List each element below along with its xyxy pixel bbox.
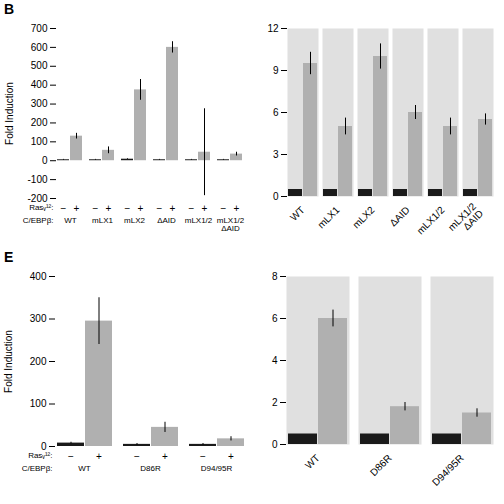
- svg-text:D94/95R: D94/95R: [430, 452, 466, 488]
- svg-text:ΔAID: ΔAID: [157, 216, 176, 225]
- svg-text:Rasᵥ¹²:: Rasᵥ¹²:: [28, 451, 52, 460]
- svg-text:−: −: [93, 203, 99, 214]
- svg-text:mLX1/2ΔAID: mLX1/2ΔAID: [217, 216, 245, 233]
- svg-text:C/EBPβ:: C/EBPβ:: [23, 216, 54, 225]
- svg-text:400: 400: [31, 79, 48, 90]
- svg-text:0: 0: [42, 155, 48, 166]
- svg-text:+: +: [74, 203, 80, 214]
- svg-text:−: −: [134, 451, 140, 462]
- svg-text:0: 0: [273, 191, 279, 202]
- svg-text:-100: -100: [27, 174, 47, 185]
- svg-text:200: 200: [31, 117, 48, 128]
- svg-text:mLX1: mLX1: [315, 204, 342, 231]
- svg-text:C/EBPβ:: C/EBPβ:: [22, 464, 53, 473]
- svg-text:+: +: [228, 451, 234, 462]
- svg-text:+: +: [170, 203, 176, 214]
- svg-text:200: 200: [30, 356, 47, 367]
- svg-text:0: 0: [41, 441, 47, 452]
- svg-text:500: 500: [31, 60, 48, 71]
- svg-text:ΔAID: ΔAID: [387, 204, 411, 228]
- svg-text:+: +: [138, 203, 144, 214]
- svg-text:3: 3: [273, 149, 279, 160]
- svg-text:12: 12: [267, 23, 279, 34]
- svg-text:300: 300: [30, 313, 47, 324]
- svg-text:6: 6: [272, 313, 278, 324]
- svg-text:WT: WT: [303, 452, 322, 471]
- svg-text:−: −: [61, 203, 67, 214]
- svg-text:WT: WT: [64, 216, 77, 225]
- svg-text:100: 100: [31, 136, 48, 147]
- svg-text:6: 6: [273, 107, 279, 118]
- svg-text:mLX1/2: mLX1/2: [415, 204, 447, 236]
- svg-text:mLX2: mLX2: [350, 204, 377, 231]
- svg-text:−: −: [68, 451, 74, 462]
- svg-text:+: +: [162, 451, 168, 462]
- svg-text:+: +: [106, 203, 112, 214]
- svg-text:WT: WT: [288, 204, 307, 223]
- svg-text:Fold Induction: Fold Induction: [3, 330, 14, 393]
- svg-text:−: −: [189, 203, 195, 214]
- svg-text:-200: -200: [27, 193, 47, 204]
- html-text:E: E: [4, 249, 14, 265]
- svg-text:+: +: [202, 203, 208, 214]
- svg-text:D86R: D86R: [368, 452, 394, 478]
- svg-text:mLX2: mLX2: [124, 216, 145, 225]
- svg-text:100: 100: [30, 398, 47, 409]
- svg-text:mLX1: mLX1: [92, 216, 113, 225]
- svg-text:300: 300: [31, 98, 48, 109]
- svg-text:mLX1/2: mLX1/2: [185, 216, 213, 225]
- svg-text:4: 4: [272, 355, 278, 366]
- svg-text:600: 600: [31, 42, 48, 53]
- svg-text:+: +: [234, 203, 240, 214]
- svg-text:−: −: [125, 203, 131, 214]
- svg-text:Fold Induction: Fold Induction: [4, 82, 15, 145]
- svg-text:8: 8: [272, 271, 278, 282]
- svg-text:WT: WT: [78, 464, 91, 473]
- svg-text:0: 0: [272, 439, 278, 450]
- svg-text:−: −: [157, 203, 163, 214]
- svg-text:D94/95R: D94/95R: [201, 464, 233, 473]
- svg-text:2: 2: [272, 397, 278, 408]
- svg-text:−: −: [221, 203, 227, 214]
- svg-text:D86R: D86R: [140, 464, 161, 473]
- svg-text:−: −: [200, 451, 206, 462]
- html-text:B: B: [4, 1, 15, 17]
- svg-text:Rasᵥ¹²:: Rasᵥ¹²:: [29, 203, 53, 212]
- svg-text:700: 700: [31, 23, 48, 34]
- svg-text:400: 400: [30, 271, 47, 282]
- svg-text:mLX1/2ΔAID: mLX1/2ΔAID: [446, 200, 486, 240]
- svg-text:9: 9: [273, 65, 279, 76]
- svg-text:+: +: [96, 451, 102, 462]
